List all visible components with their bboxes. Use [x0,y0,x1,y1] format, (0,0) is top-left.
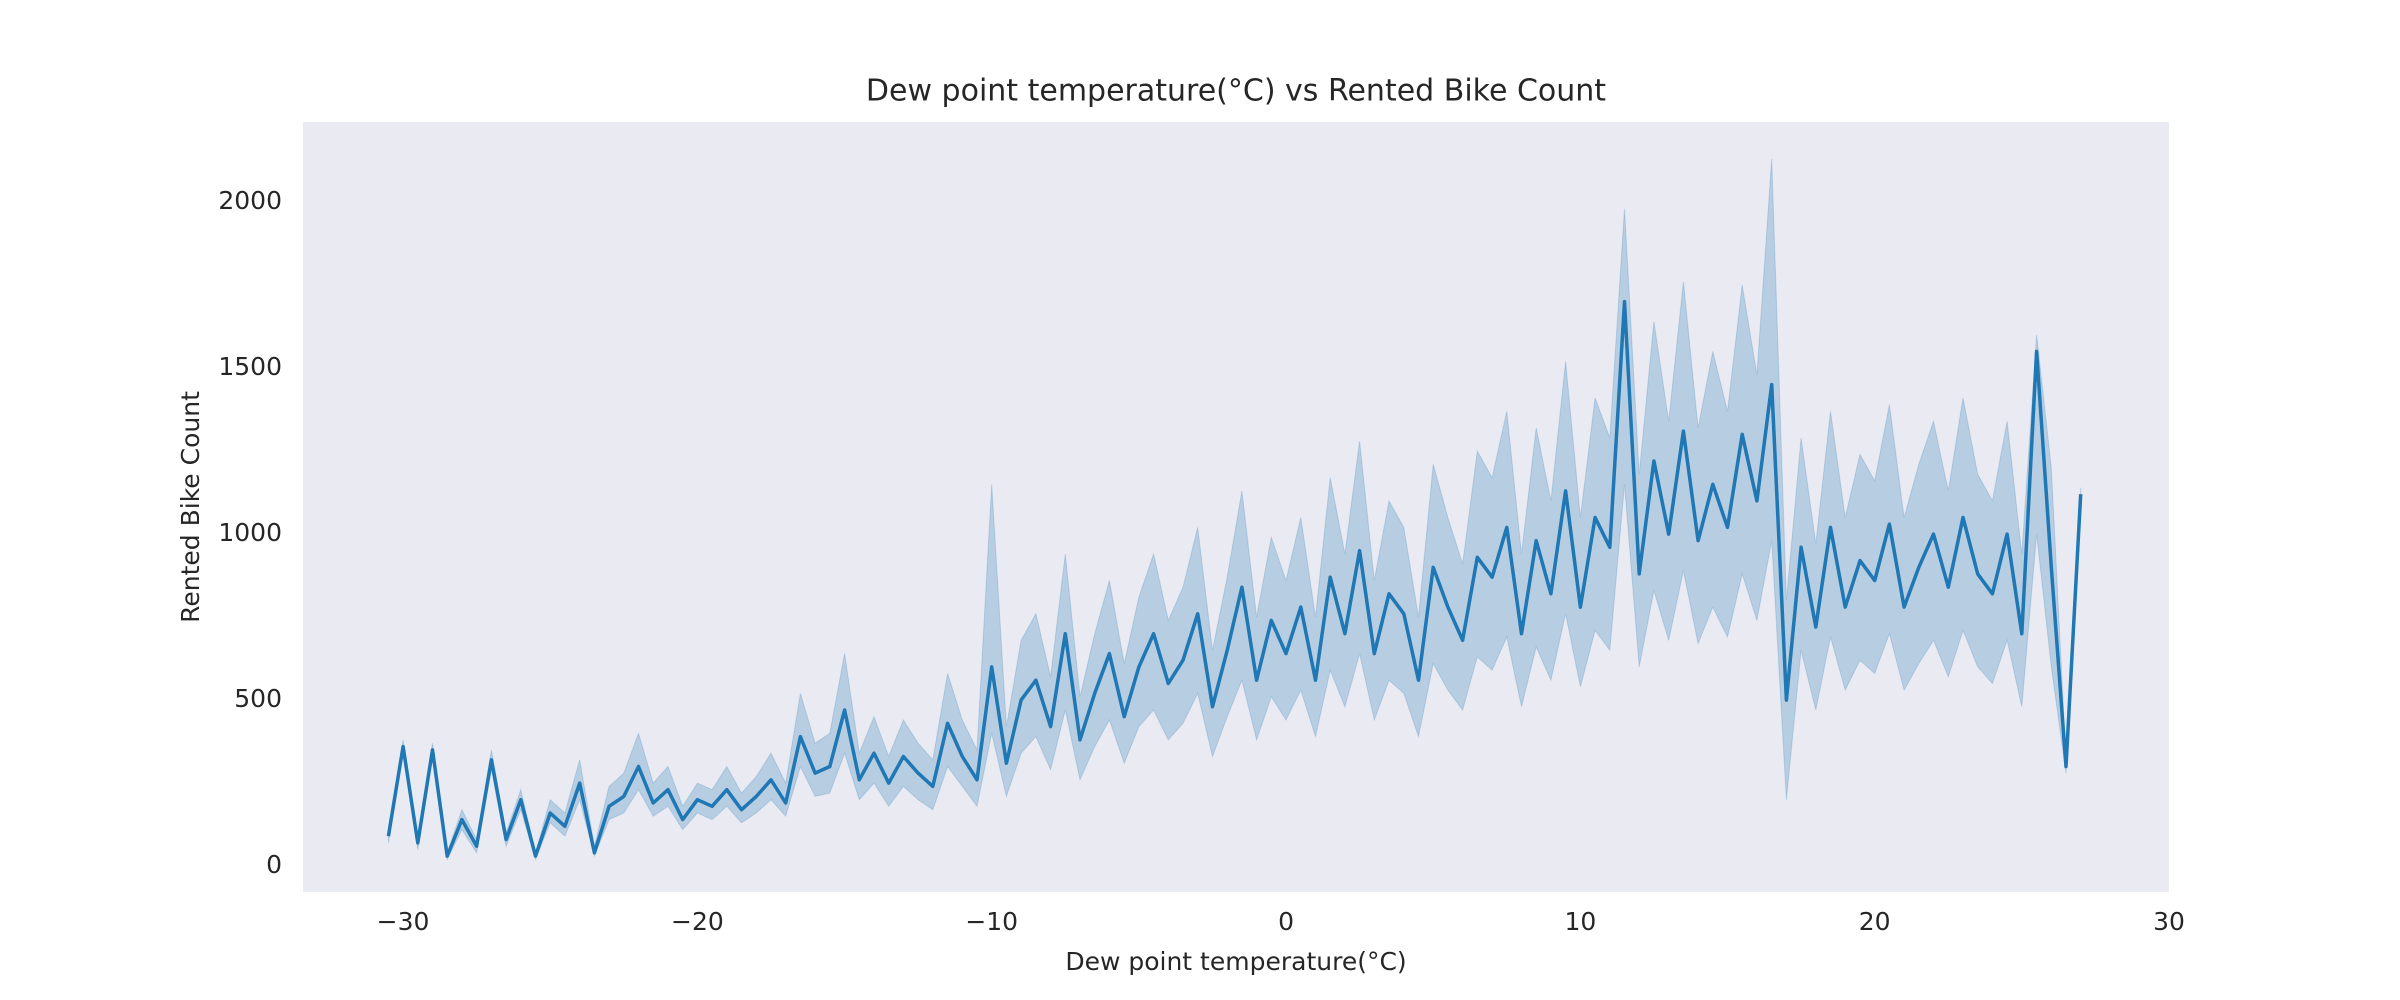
x-tick-label: 20 [1859,907,1891,936]
x-tick-label: −30 [377,907,430,936]
x-tick-label: −20 [671,907,724,936]
chart-title: Dew point temperature(°C) vs Rented Bike… [866,74,1606,109]
y-tick-label: 2000 [218,186,282,215]
x-tick-label: 0 [1278,907,1294,936]
plot-area [303,122,2169,892]
x-tick-label: 30 [2153,907,2185,936]
y-tick-label: 500 [234,684,282,713]
y-tick-label: 0 [266,850,282,879]
x-axis-label: Dew point temperature(°C) [1065,947,1406,976]
y-axis-label: Rented Bike Count [176,391,205,623]
x-tick-label: −10 [965,907,1018,936]
y-tick-label: 1500 [218,352,282,381]
line [386,299,2083,858]
x-tick-label: 10 [1564,907,1596,936]
y-tick-label: 1000 [218,518,282,547]
